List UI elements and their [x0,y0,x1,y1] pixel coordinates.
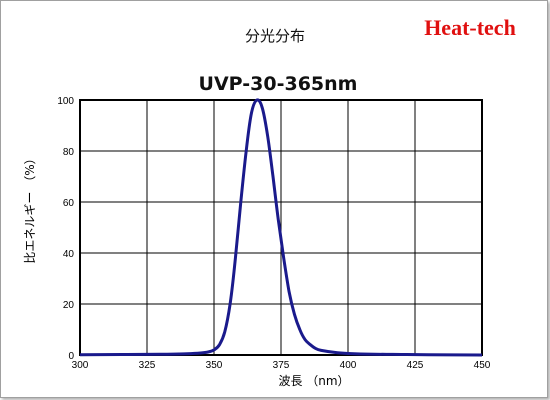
plot-area-border [79,99,483,356]
tick-labels: 300 325 350 375 400 425 450 0 20 40 60 80 100 [57,96,490,371]
y-tick-label: 20 [63,300,75,311]
y-tick-label: 40 [63,249,75,260]
y-tick-label: 60 [63,198,75,209]
y-tick-label: 80 [63,147,75,158]
x-tick-label: 425 [407,360,424,371]
x-tick-label: 350 [206,360,223,371]
series-layer [79,98,483,357]
grid [79,99,483,356]
chart-title: UVP-30-365nm [199,73,358,95]
y-tick-label: 0 [68,351,74,362]
x-tick-label: 300 [72,360,89,371]
x-tick-label: 450 [474,360,491,371]
y-tick-label: 100 [57,96,74,107]
y-axis-title: 比エネルギー （%） [23,152,37,263]
spectrum-curve [79,98,483,357]
x-tick-label: 400 [340,360,357,371]
brand-logo: Heat-tech [424,15,516,40]
x-axis-title: 波長 （nm） [278,374,349,388]
page-heading: 分光分布 [245,27,305,45]
x-tick-label: 325 [139,360,156,371]
x-tick-label: 375 [273,360,290,371]
